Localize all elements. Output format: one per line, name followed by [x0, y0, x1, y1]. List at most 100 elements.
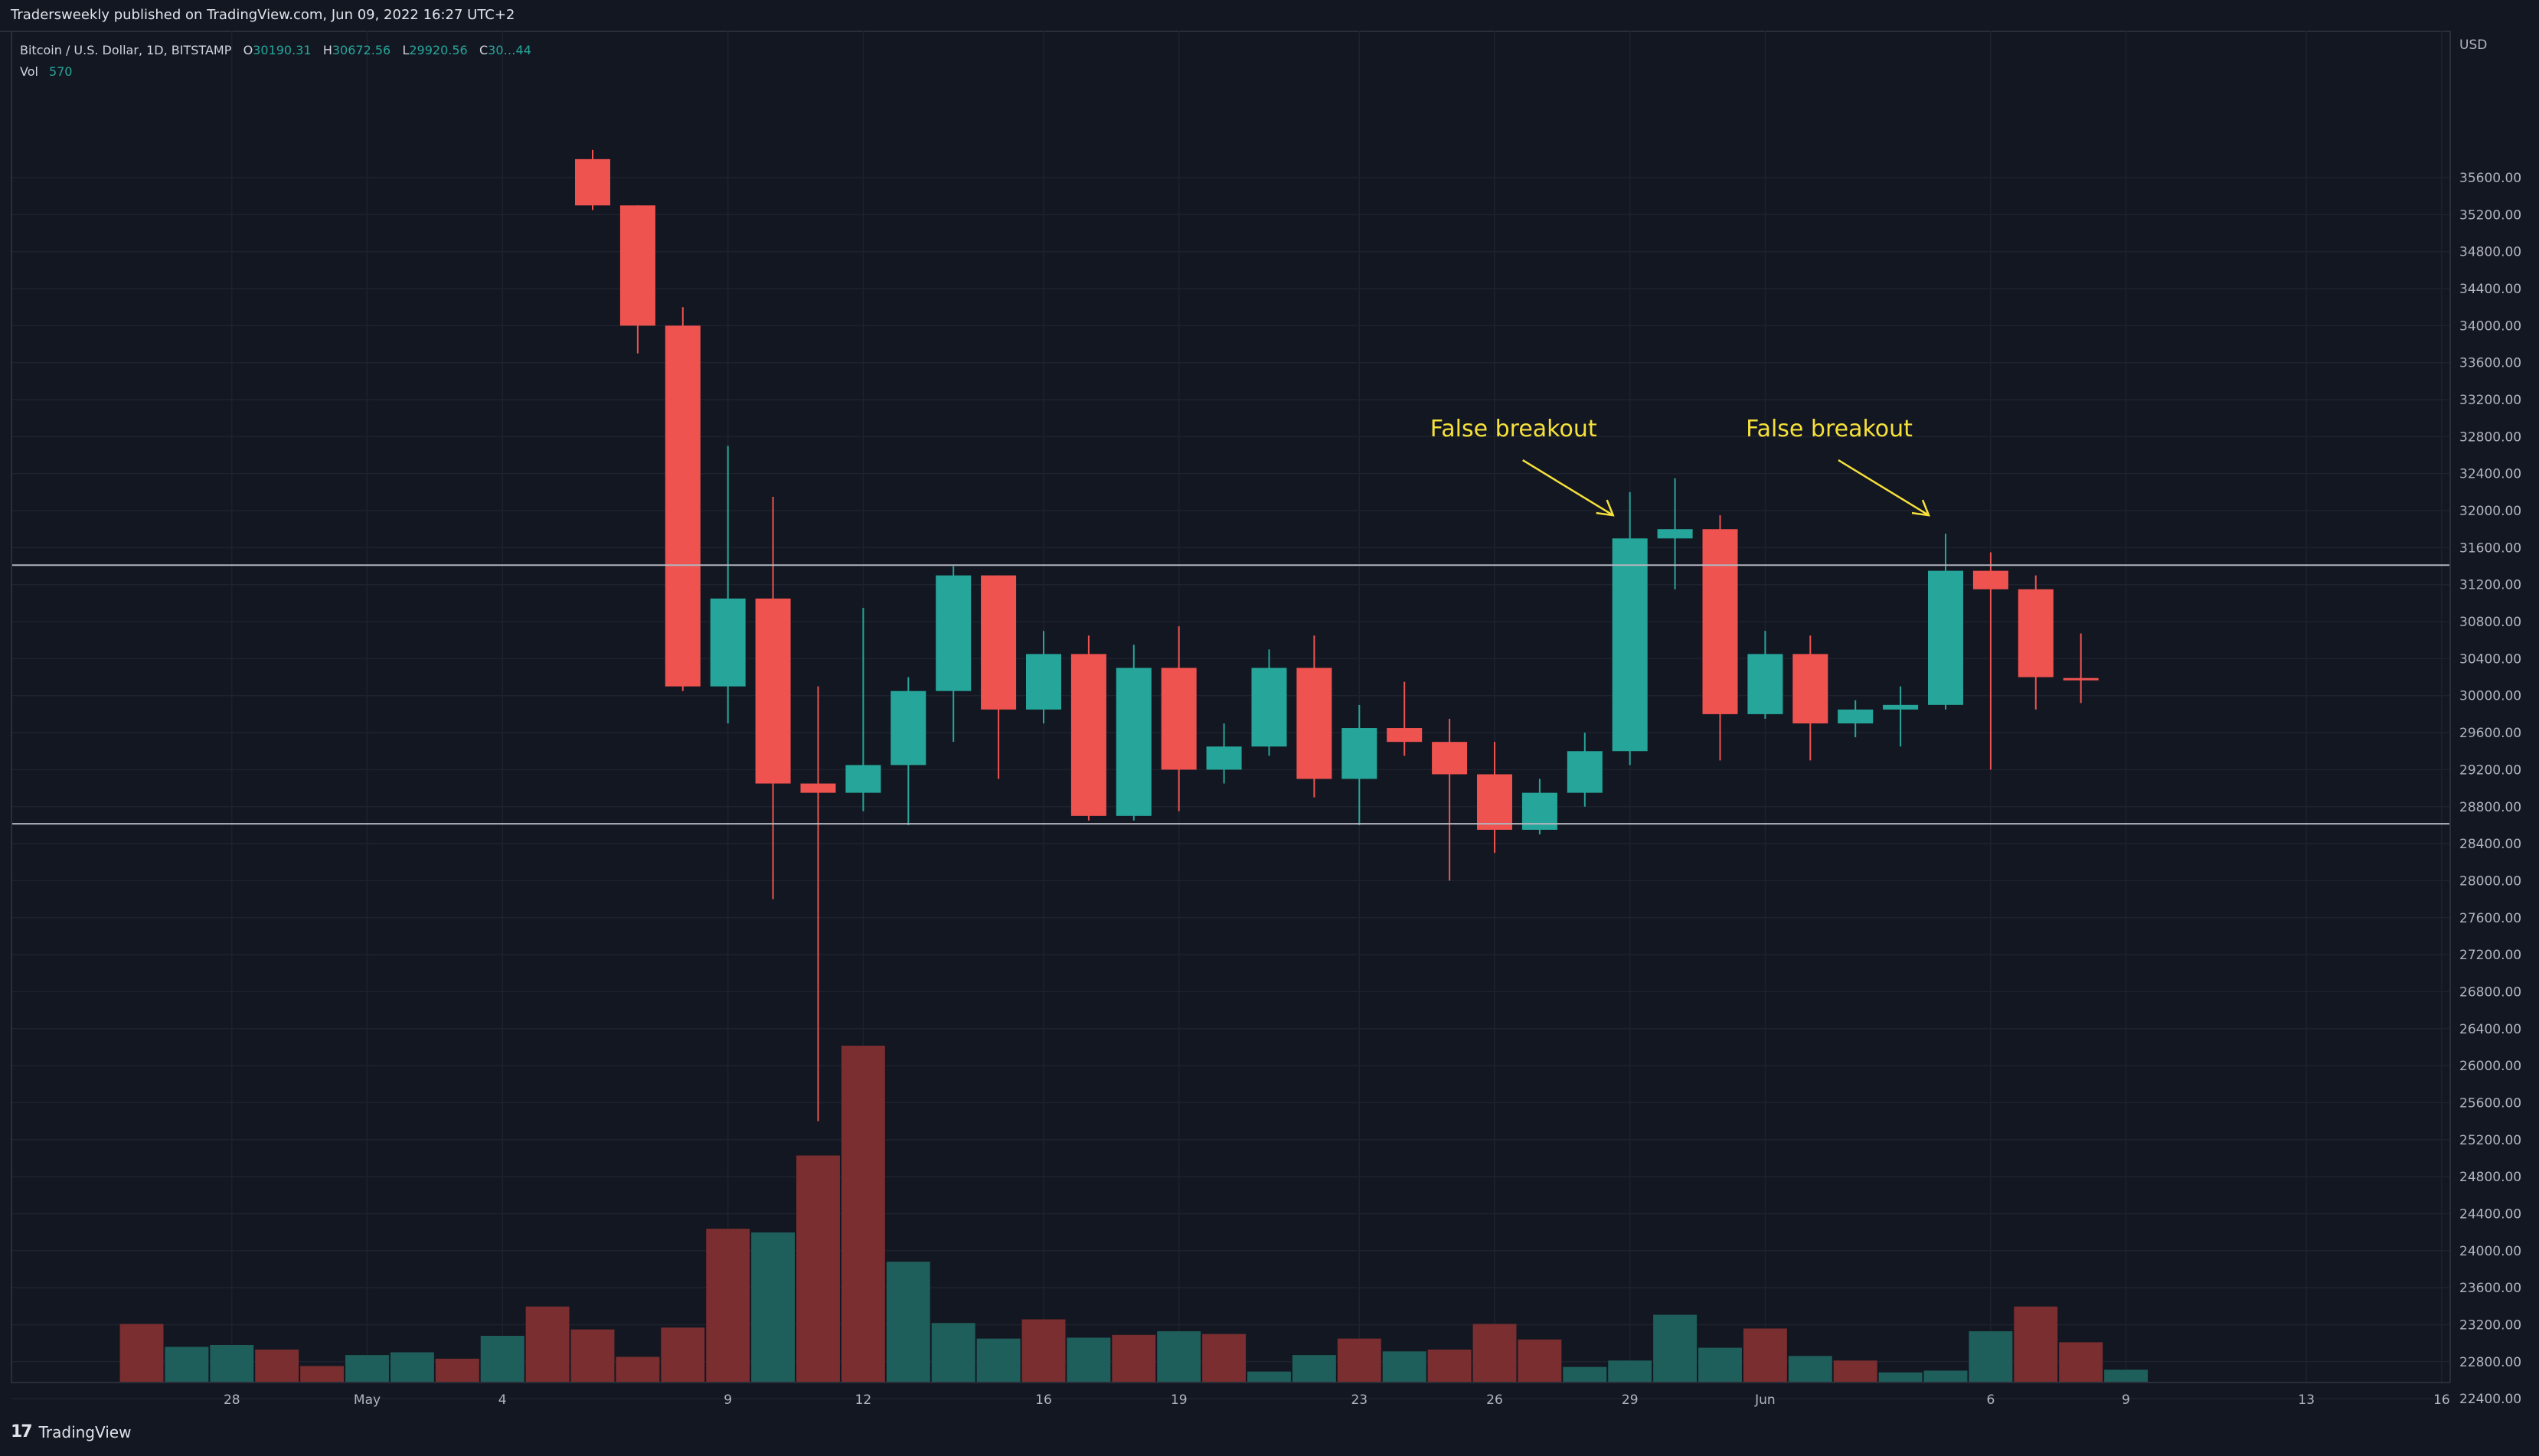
volume-bar [841, 1046, 885, 1383]
chart-pane[interactable] [11, 31, 2450, 1383]
candle-body [1432, 742, 1468, 775]
candle-body [1792, 654, 1828, 723]
volume-bar [300, 1366, 345, 1383]
annotations[interactable]: False breakout False breakout [1430, 416, 1930, 517]
time-tick-label: 6 [1986, 1392, 1995, 1408]
candle-body [1070, 654, 1106, 816]
volume-bar [1472, 1324, 1517, 1383]
publisher-text: Tradersweekly published on TradingView.c… [11, 7, 515, 23]
candle-body [981, 575, 1017, 710]
candle-body [2018, 589, 2054, 677]
volume-bar [616, 1356, 660, 1383]
candle-body [1341, 728, 1377, 779]
candle-body [936, 575, 972, 691]
volume-bar [210, 1344, 254, 1383]
volume-bar [1833, 1360, 1877, 1383]
price-tick-label: 28400.00 [2459, 837, 2521, 852]
candle-body [710, 598, 746, 687]
candle-body [1026, 654, 1061, 710]
time-tick-label: May [354, 1392, 381, 1408]
candle-body [1838, 709, 1874, 723]
legend-volume-row: Vol 570 [20, 61, 531, 83]
legend-ohlc-row: Bitcoin / U.S. Dollar, 1D, BITSTAMP O301… [20, 40, 531, 61]
candle-body [1883, 704, 1919, 710]
tradingview-logo-icon: 17 [11, 1422, 33, 1441]
price-tick-label: 24400.00 [2459, 1206, 2521, 1222]
time-tick-label: 16 [2433, 1392, 2450, 1408]
annotation-text[interactable]: False breakout [1430, 416, 1597, 442]
volume-bar [1382, 1351, 1426, 1383]
price-tick-label: 31600.00 [2459, 540, 2521, 556]
tradingview-brand: TradingView [38, 1422, 132, 1441]
time-tick-label: 13 [2298, 1392, 2315, 1408]
volume-bars [119, 1046, 2149, 1383]
volume-bar [165, 1347, 209, 1383]
legend-low-label: L [402, 43, 410, 57]
price-tick-label: 23600.00 [2459, 1281, 2521, 1296]
annotation-arrowhead [1596, 499, 1615, 517]
price-tick-label: 32400.00 [2459, 467, 2521, 482]
price-tick-label: 33200.00 [2459, 393, 2521, 408]
volume-bar [751, 1232, 796, 1383]
candle-body [1296, 668, 1332, 779]
legend-high-label: H [322, 43, 332, 57]
volume-bar [1202, 1334, 1247, 1383]
volume-bar [1698, 1347, 1742, 1383]
price-tick-label: 25200.00 [2459, 1133, 2521, 1148]
candle-body [1928, 570, 1963, 705]
price-tick-label: 22800.00 [2459, 1355, 2521, 1370]
volume-bar [1067, 1337, 1111, 1383]
price-tick-label: 35600.00 [2459, 171, 2521, 186]
candle-body [1387, 728, 1423, 743]
volume-bar [1157, 1331, 1201, 1383]
volume-bar [661, 1327, 705, 1383]
candle-body [1251, 668, 1287, 747]
volume-bar [435, 1358, 479, 1383]
candle-body [1161, 668, 1197, 770]
annotation-arrow [1522, 459, 1614, 517]
annotation-text[interactable]: False breakout [1746, 416, 1913, 442]
legend-vol-label: Vol [20, 64, 38, 79]
time-tick-label: 16 [1035, 1392, 1052, 1408]
volume-bar [1112, 1334, 1156, 1383]
candle-body [1747, 654, 1783, 714]
price-tick-label: 23200.00 [2459, 1317, 2521, 1333]
candle-body [2063, 677, 2099, 681]
volume-bar [1653, 1314, 1698, 1383]
volume-bar [1427, 1349, 1472, 1383]
volume-bar [2014, 1306, 2058, 1383]
legend-open-label: O [243, 43, 253, 57]
volume-bar [886, 1262, 930, 1383]
volume-bar [345, 1355, 389, 1383]
legend-close-value: 30…44 [488, 43, 531, 57]
candle-body [665, 325, 701, 687]
candle-body [619, 205, 655, 326]
candle-body [1206, 746, 1242, 770]
price-tick-label: 28000.00 [2459, 873, 2521, 889]
candle-body [1567, 751, 1603, 793]
grid-lines [12, 31, 2450, 1399]
tradingview-logo[interactable]: 17 TradingView [11, 1422, 131, 1441]
candle-body [755, 598, 791, 784]
time-axis[interactable]: 28 May 4 9 12 16 19 23 26 29 Jun 6 9 13 16 [11, 1382, 2450, 1408]
price-tick-label: 26000.00 [2459, 1059, 2521, 1074]
volume-bar [1969, 1331, 2013, 1383]
price-axis[interactable]: USD 35600.00 35200.00 34800.00 34400.00 3400… [2449, 31, 2539, 1410]
candle-body [575, 158, 610, 206]
time-tick-label: 4 [498, 1392, 507, 1408]
volume-bar [525, 1306, 570, 1383]
price-tick-label: 28800.00 [2459, 800, 2521, 815]
price-tick-label: 30800.00 [2459, 615, 2521, 630]
price-axis-currency: USD [2459, 38, 2487, 53]
symbol-legend: Bitcoin / U.S. Dollar, 1D, BITSTAMP O301… [20, 40, 531, 83]
volume-bar [976, 1338, 1021, 1383]
price-tick-label: 34000.00 [2459, 318, 2521, 334]
price-tick-label: 24000.00 [2459, 1244, 2521, 1259]
volume-bar [480, 1336, 524, 1383]
time-tick-label: 29 [1622, 1392, 1639, 1408]
price-tick-label: 32800.00 [2459, 429, 2521, 445]
volume-bar [931, 1323, 975, 1383]
price-tick-label: 34800.00 [2459, 245, 2521, 260]
volume-bar [2059, 1342, 2103, 1383]
